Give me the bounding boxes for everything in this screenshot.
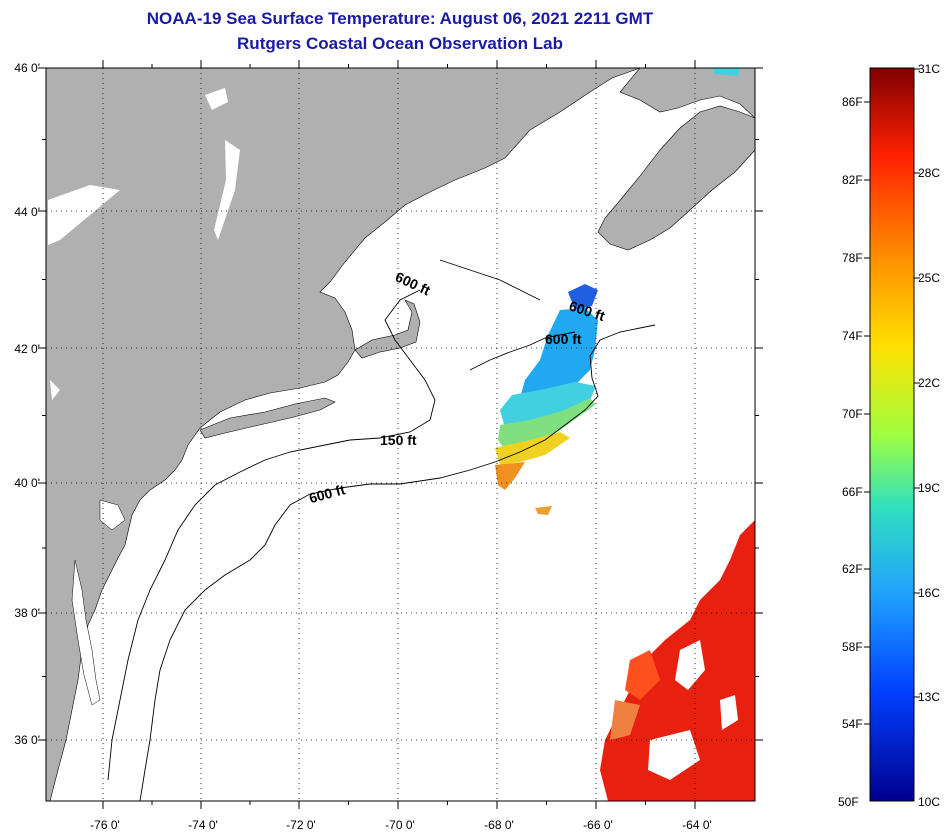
- scale-label-16c: 16C: [918, 586, 941, 600]
- lon-label-66: -66 0': [583, 818, 613, 832]
- scale-label-58f: 58F: [842, 640, 863, 654]
- axis-ticks: [38, 60, 763, 809]
- lon-label-68: -68 0': [484, 818, 514, 832]
- scale-label-70f: 70F: [842, 407, 863, 421]
- scale-label-10c: 10C: [918, 795, 941, 809]
- scale-label-66f: 66F: [842, 485, 863, 499]
- lat-label-44: 44 0': [14, 205, 40, 219]
- map-title: NOAA-19 Sea Surface Temperature: August …: [146, 9, 654, 28]
- scale-label-54f: 54F: [842, 717, 863, 731]
- land-nova-scotia: [597, 105, 755, 251]
- lat-label-40: 40 0': [14, 476, 40, 490]
- scale-label-82f: 82F: [842, 173, 863, 187]
- sst-data-layer: [495, 68, 755, 801]
- scale-label-50f: 50F: [838, 795, 859, 809]
- graticule: [46, 68, 755, 801]
- scale-label-62f: 62F: [842, 562, 863, 576]
- lat-label-42: 42 0': [14, 342, 40, 356]
- lat-label-46: 46 0': [14, 61, 40, 75]
- lon-label-76: -76 0': [90, 818, 120, 832]
- land-mainland: [46, 68, 641, 801]
- scale-label-74f: 74F: [842, 329, 863, 343]
- lon-label-70: -70 0': [385, 818, 415, 832]
- lon-label-64: -64 0': [682, 818, 712, 832]
- scale-label-13c: 13C: [918, 690, 941, 704]
- contour-label-600ft-georges: 600 ft: [545, 331, 582, 347]
- lon-label-72: -72 0': [286, 818, 316, 832]
- land-long-island: [199, 397, 336, 439]
- map-frame: [45, 67, 756, 802]
- lon-label-74: -74 0': [188, 818, 218, 832]
- map-subtitle: Rutgers Coastal Ocean Observation Lab: [237, 34, 563, 53]
- land-cape-cod: [354, 299, 421, 359]
- contour-label-150ft: 150 ft: [380, 432, 417, 448]
- scale-label-78f: 78F: [842, 251, 863, 265]
- depth-contours: [107, 259, 656, 801]
- scale-label-19c: 19C: [918, 481, 941, 495]
- land-north: [619, 68, 755, 119]
- lat-label-38: 38 0': [14, 606, 40, 620]
- scale-label-86f: 86F: [842, 95, 863, 109]
- scale-label-28c: 28C: [918, 166, 941, 180]
- scale-label-25c: 25C: [918, 271, 941, 285]
- color-scale-bar: [869, 67, 915, 802]
- lat-label-36: 36 0': [14, 733, 40, 747]
- scale-label-22c: 22C: [918, 376, 941, 390]
- scale-label-31c: 31C: [918, 62, 941, 76]
- color-scale-ticks: [864, 68, 920, 725]
